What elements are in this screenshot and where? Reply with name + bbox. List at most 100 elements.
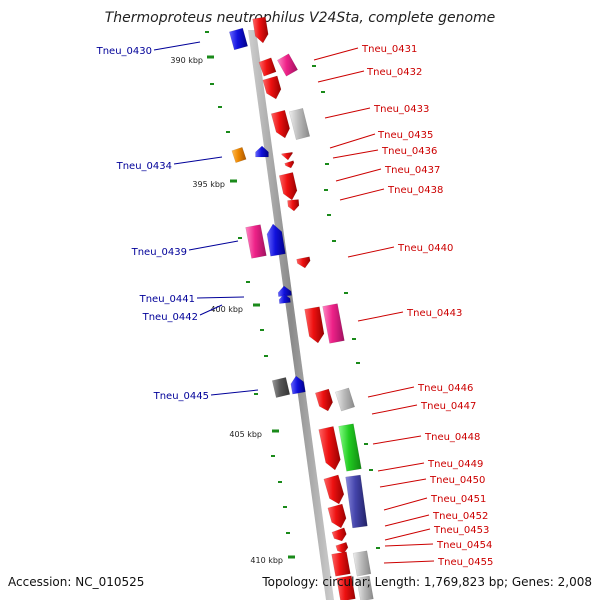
scale-dot: [271, 455, 275, 457]
label-leader-line: [173, 156, 223, 165]
gene-feature: [335, 541, 349, 554]
label-leader-line: [339, 188, 385, 201]
gene-feature: [258, 57, 277, 77]
label-leader-line: [329, 133, 376, 149]
gene-label: Tneu_0442: [142, 312, 198, 323]
gene-label: Tneu_0443: [406, 308, 462, 319]
label-leader-line: [199, 304, 223, 316]
gene-feature: [323, 474, 345, 505]
gene-label: Tneu_0430: [96, 46, 152, 57]
scale-dot: [260, 329, 264, 331]
scale-ticks: 390 kbp 395 kbp 400 kbp 405 kbp 410 kbp: [170, 55, 295, 565]
scale-dot: [344, 292, 348, 294]
gene-label: Tneu_0431: [361, 44, 417, 55]
accession-text: Accession: NC_010525: [8, 575, 144, 589]
gene-label: Tneu_0439: [131, 247, 187, 258]
gene-feature: [352, 550, 372, 577]
scale-tick: [253, 303, 260, 307]
scale-tick-label: 410 kbp: [250, 556, 283, 565]
gene-feature: [345, 474, 368, 529]
scale-dot: [205, 31, 209, 33]
gene-feature: [284, 160, 295, 169]
gene-feature: [331, 527, 347, 542]
scale-dot: [210, 83, 214, 85]
scale-dot: [283, 506, 287, 508]
gene-feature: [327, 503, 347, 529]
gene-label: Tneu_0447: [420, 401, 476, 412]
gene-label: Tneu_0438: [387, 185, 443, 196]
label-leader-line: [384, 543, 434, 547]
label-leader-line: [367, 386, 415, 398]
scale-dot: [254, 393, 258, 395]
label-leader-line: [153, 41, 201, 51]
gene-feature: [331, 551, 351, 577]
gene-feature: [338, 423, 362, 472]
label-leader-line: [379, 478, 427, 488]
scale-dot: [369, 469, 373, 471]
scale-dots: [205, 31, 380, 549]
gene-feature: [276, 53, 299, 77]
label-leader-line: [357, 311, 404, 322]
gene-feature: [231, 146, 247, 164]
scale-tick-label: 405 kbp: [229, 430, 262, 439]
gene-feature: [262, 75, 282, 100]
scale-tick: [288, 555, 295, 559]
scale-dot: [246, 281, 250, 283]
gene-feature: [314, 388, 333, 412]
label-leaders: [153, 41, 435, 564]
gene-feature: [304, 306, 325, 344]
scale-dot: [352, 338, 356, 340]
gene-feature: [334, 387, 356, 412]
label-leader-line: [384, 528, 431, 541]
gene-feature: [288, 107, 311, 141]
genome-summary-text: Topology: circular; Length: 1,769,823 bp…: [261, 575, 592, 589]
gene-label: Tneu_0436: [381, 146, 437, 157]
scale-tick-label: 390 kbp: [170, 56, 203, 65]
gene-label: Tneu_0450: [429, 475, 485, 486]
scale-dot: [376, 547, 380, 549]
scale-tick: [272, 429, 279, 433]
gene-label: Tneu_0441: [139, 294, 195, 305]
scale-dot: [264, 355, 268, 357]
scale-dot: [278, 481, 282, 483]
gene-label: Tneu_0454: [436, 540, 492, 551]
gene-feature: [266, 223, 286, 257]
gene-label: Tneu_0437: [384, 165, 440, 176]
gene-features: [228, 16, 374, 600]
gene-feature: [290, 375, 306, 395]
scale-dot: [312, 65, 316, 67]
scale-dot: [218, 106, 222, 108]
gene-feature: [228, 27, 249, 51]
gene-feature: [296, 256, 311, 269]
scale-dot: [325, 163, 329, 165]
scale-dot: [364, 443, 368, 445]
label-leader-line: [372, 435, 422, 445]
scale-dot: [321, 91, 325, 93]
gene-feature: [287, 199, 300, 212]
gene-label: Tneu_0446: [417, 383, 473, 394]
scale-dot: [226, 131, 230, 133]
scale-tick: [230, 179, 237, 183]
scale-dot: [238, 237, 242, 239]
label-leader-line: [313, 47, 359, 61]
gene-feature: [278, 293, 291, 304]
genome-backbone: [248, 30, 334, 600]
gene-feature: [270, 109, 290, 139]
label-leader-line: [188, 240, 239, 251]
gene-feature: [336, 575, 356, 600]
scale-dot: [327, 214, 331, 216]
gene-feature: [281, 151, 293, 161]
gene-feature: [356, 575, 374, 600]
gene-label: Tneu_0451: [430, 494, 486, 505]
gene-label: Tneu_0449: [427, 459, 483, 470]
label-leader-line: [383, 497, 428, 511]
gene-feature: [255, 145, 269, 158]
chart-title: Thermoproteus neutrophilus V24Sta, compl…: [105, 10, 496, 26]
gene-label: Tneu_0448: [424, 432, 480, 443]
gene-label: Tneu_0440: [397, 243, 453, 254]
gene-label: Tneu_0435: [377, 130, 433, 141]
scale-tick-label: 395 kbp: [192, 180, 225, 189]
label-leader-line: [377, 462, 425, 472]
